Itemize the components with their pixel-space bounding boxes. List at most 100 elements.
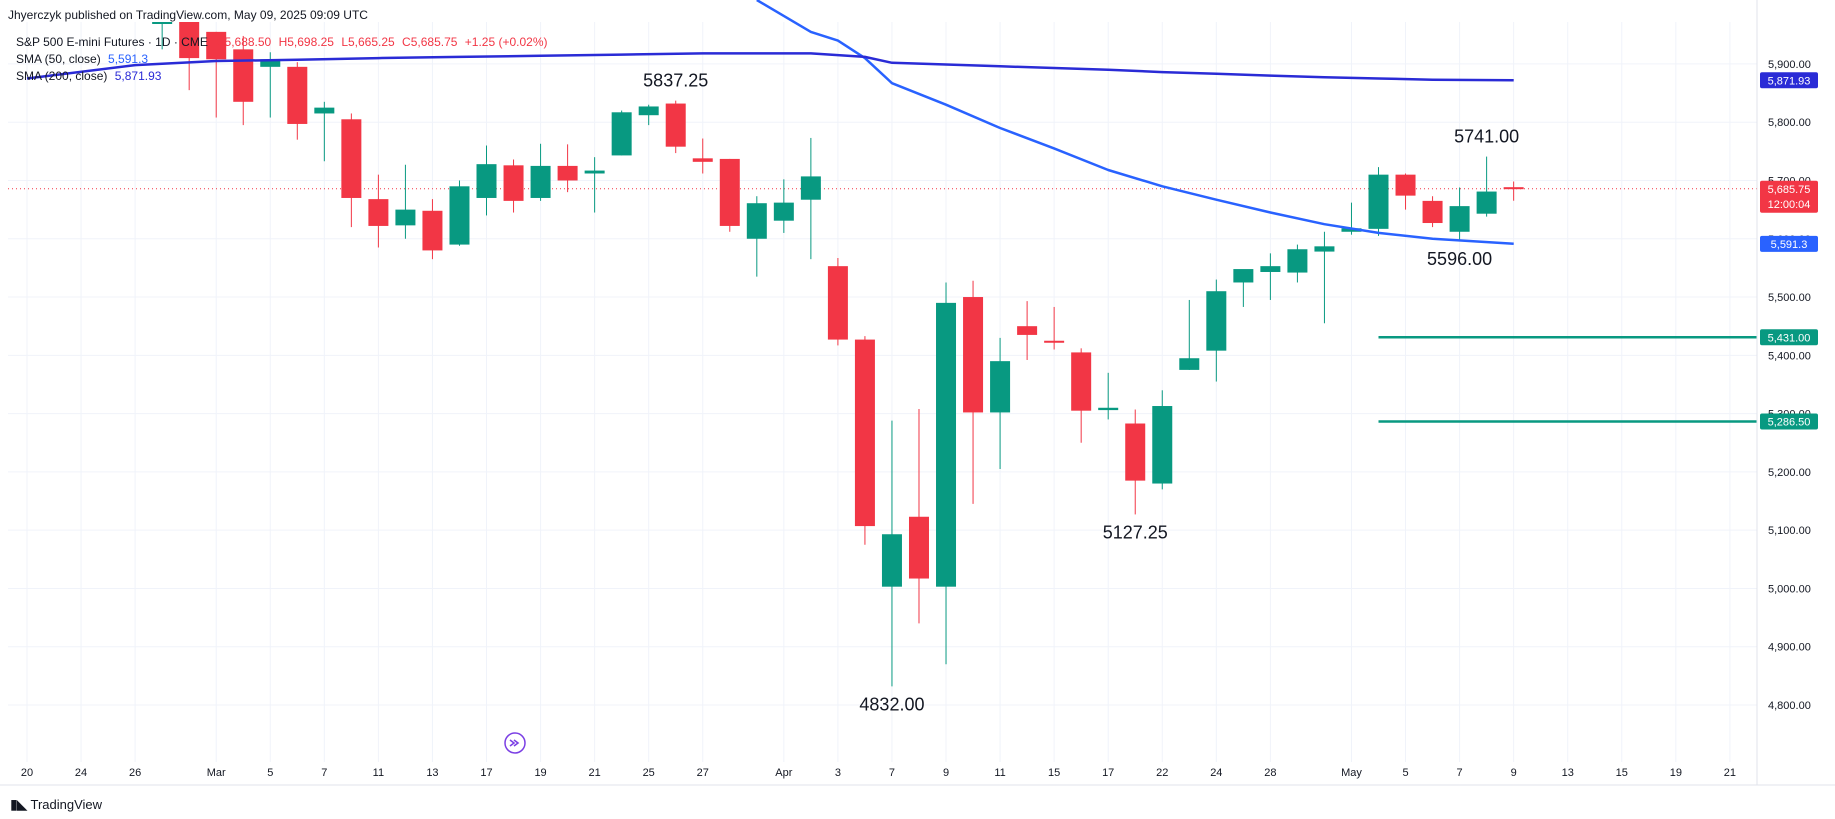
y-tick-label: 5,800.00 bbox=[1768, 117, 1811, 129]
price-annotation: 5596.00 bbox=[1427, 249, 1492, 269]
sma50-legend-row[interactable]: SMA (50, close) 5,591.3 bbox=[16, 51, 548, 68]
y-tick-label: 5,100.00 bbox=[1768, 525, 1811, 537]
open-value: O5,688.50 bbox=[215, 35, 272, 49]
x-tick-label: 13 bbox=[426, 767, 438, 779]
candle-body bbox=[449, 186, 470, 245]
x-tick-label: 22 bbox=[1156, 767, 1168, 779]
candle-body bbox=[1341, 228, 1362, 232]
change-value: +1.25 (+0.02%) bbox=[464, 35, 548, 49]
sma200-label: SMA (200, close) bbox=[16, 69, 108, 83]
low-value: L5,665.25 bbox=[341, 35, 395, 49]
tradingview-logo-icon: ▮◣ bbox=[10, 796, 28, 812]
x-tick-label: 19 bbox=[534, 767, 546, 779]
horizontal-lines[interactable] bbox=[8, 188, 1757, 423]
candle-body bbox=[692, 158, 713, 162]
candle-body bbox=[395, 209, 416, 226]
brand-footer[interactable]: ▮◣ TradingView bbox=[10, 796, 102, 813]
candle-body bbox=[260, 59, 281, 67]
candle-body bbox=[881, 534, 902, 587]
last-price-tag bbox=[1760, 180, 1818, 213]
high-value: H5,698.25 bbox=[278, 35, 334, 49]
candle-body bbox=[746, 203, 767, 239]
x-tick-label: 17 bbox=[480, 767, 492, 779]
sma50-price-label: 5,591.3 bbox=[1771, 239, 1808, 251]
candle-body bbox=[1098, 407, 1119, 411]
x-tick-label: 9 bbox=[943, 767, 949, 779]
x-tick-label: 7 bbox=[889, 767, 895, 779]
x-tick-label: 7 bbox=[321, 767, 327, 779]
candle-body bbox=[557, 165, 578, 181]
sma50-label: SMA (50, close) bbox=[16, 52, 101, 66]
chart-legend: S&P 500 E-mini Futures · 1D · CME O5,688… bbox=[16, 34, 548, 85]
candle-body bbox=[503, 165, 524, 201]
last-price-timer: 12:00:04 bbox=[1768, 199, 1811, 211]
candle-body bbox=[719, 158, 740, 226]
candle-body bbox=[611, 112, 632, 156]
price-annotation: 4832.00 bbox=[859, 694, 924, 714]
x-tick-label: 27 bbox=[697, 767, 709, 779]
sma200-value: 5,871.93 bbox=[114, 69, 162, 83]
sma50-value: 5,591.3 bbox=[108, 52, 149, 66]
time-axis[interactable]: 20 24 26 Mar 5 7 11 13 17 19 21 25 27 Apr 3 7 9 11 15 17 22 2… bbox=[0, 767, 1835, 786]
replay-icon[interactable] bbox=[504, 732, 526, 754]
candle-body bbox=[1233, 269, 1254, 283]
x-tick-label: 5 bbox=[267, 767, 273, 779]
publisher-line: Jhyerczyk published on TradingView.com, … bbox=[8, 8, 368, 22]
x-tick-label: 13 bbox=[1562, 767, 1574, 779]
candle-body bbox=[1314, 246, 1335, 252]
support-line-label: 5,431.00 bbox=[1768, 332, 1811, 344]
candle-body bbox=[341, 119, 362, 198]
x-tick-label: 19 bbox=[1670, 767, 1682, 779]
candle-body bbox=[963, 297, 984, 413]
candles bbox=[152, 22, 1524, 687]
candle-body bbox=[1179, 358, 1200, 370]
symbol-title[interactable]: S&P 500 E-mini Futures · 1D · CME bbox=[16, 35, 208, 49]
y-tick-label: 5,500.00 bbox=[1768, 292, 1811, 304]
close-value: C5,685.75 bbox=[402, 35, 458, 49]
x-tick-label: 11 bbox=[994, 767, 1005, 779]
x-tick-label: 20 bbox=[21, 767, 33, 779]
price-axis[interactable]: 4,800.00 4,900.00 5,000.00 5,100.00 5,200.00… bbox=[1756, 0, 1811, 785]
candle-body bbox=[1503, 187, 1524, 190]
y-tick-label: 5,400.00 bbox=[1768, 350, 1811, 362]
candle-body bbox=[1260, 266, 1281, 272]
x-tick-label: 24 bbox=[1210, 767, 1222, 779]
price-annotations: 5837.25 4832.00 5127.25 5741.00 5596.00 bbox=[643, 70, 1519, 714]
candle-body bbox=[206, 31, 227, 60]
x-tick-label: 25 bbox=[643, 767, 655, 779]
candle-body bbox=[1152, 406, 1173, 484]
candle-body bbox=[638, 106, 659, 116]
candle-body bbox=[368, 199, 389, 226]
x-tick-label: 17 bbox=[1102, 767, 1114, 779]
y-tick-label: 4,900.00 bbox=[1768, 642, 1811, 654]
support-line-tag bbox=[1760, 413, 1818, 430]
candle-body bbox=[233, 49, 254, 102]
candle-body bbox=[584, 170, 605, 174]
y-tick-label: 4,800.00 bbox=[1768, 700, 1811, 712]
candle-body bbox=[530, 165, 551, 198]
x-tick-label: 24 bbox=[75, 767, 87, 779]
x-tick-label: 7 bbox=[1457, 767, 1463, 779]
brand-name: TradingView bbox=[30, 797, 103, 812]
sma200-price-label: 5,871.93 bbox=[1768, 75, 1811, 87]
symbol-row[interactable]: S&P 500 E-mini Futures · 1D · CME O5,688… bbox=[16, 34, 548, 51]
x-tick-label: 15 bbox=[1616, 767, 1628, 779]
sma200-legend-row[interactable]: SMA (200, close) 5,871.93 bbox=[16, 68, 548, 85]
candle-body bbox=[1395, 174, 1416, 196]
candle-body bbox=[827, 266, 848, 340]
sma200-line bbox=[26, 52, 1514, 82]
candle-body bbox=[287, 66, 308, 124]
candle-body bbox=[990, 361, 1011, 413]
price-annotation: 5741.00 bbox=[1454, 127, 1519, 147]
price-tags: 5,431.00 5,286.50 5,871.93 5,591.3 5,685.75 1… bbox=[1760, 72, 1818, 430]
candle-body bbox=[1422, 200, 1443, 224]
x-tick-label: 26 bbox=[129, 767, 141, 779]
x-tick-label: 21 bbox=[589, 767, 601, 779]
candle-body bbox=[314, 107, 335, 114]
x-tick-label: 5 bbox=[1402, 767, 1408, 779]
candle-body bbox=[179, 22, 200, 59]
x-tick-label: 15 bbox=[1048, 767, 1060, 779]
candle-body bbox=[422, 210, 443, 251]
candle-body bbox=[1206, 291, 1227, 351]
